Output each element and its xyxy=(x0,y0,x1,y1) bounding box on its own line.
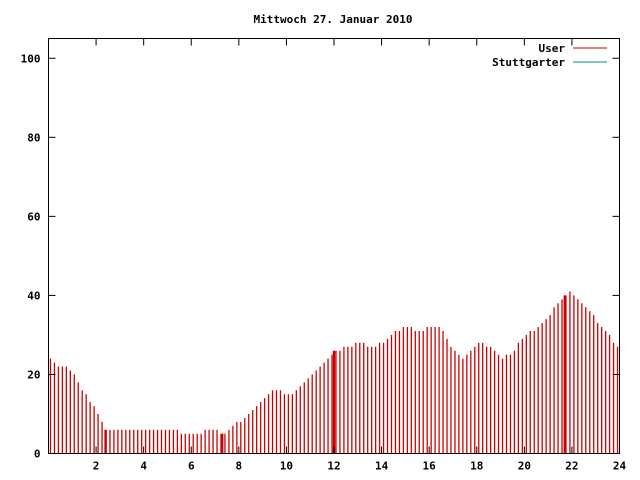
x-tick-label: 14 xyxy=(375,460,389,473)
plot-frame xyxy=(48,38,620,454)
x-tick-label: 4 xyxy=(140,460,147,473)
x-tick-label: 2 xyxy=(93,460,100,473)
x-tick-label: 16 xyxy=(423,460,437,473)
x-tick-label: 8 xyxy=(236,460,243,473)
legend-label: Stuttgarter xyxy=(492,56,565,69)
chart-title: Mittwoch 27. Januar 2010 xyxy=(254,13,413,26)
x-tick-label: 6 xyxy=(188,460,195,473)
y-tick-label: 20 xyxy=(27,368,40,381)
y-tick-label: 100 xyxy=(21,52,41,65)
x-tick-label: 10 xyxy=(280,460,293,473)
y-tick-label: 40 xyxy=(27,289,40,302)
legend-label: User xyxy=(539,42,566,55)
x-tick-label: 24 xyxy=(613,460,627,473)
x-tick-label: 20 xyxy=(518,460,531,473)
y-tick-label: 0 xyxy=(34,448,41,461)
y-tick-label: 60 xyxy=(27,210,40,223)
y-tick-label: 80 xyxy=(27,131,40,144)
bars xyxy=(49,291,619,454)
x-tick-label: 22 xyxy=(565,460,578,473)
x-tick-label: 12 xyxy=(327,460,340,473)
x-tick-label: 18 xyxy=(470,460,483,473)
